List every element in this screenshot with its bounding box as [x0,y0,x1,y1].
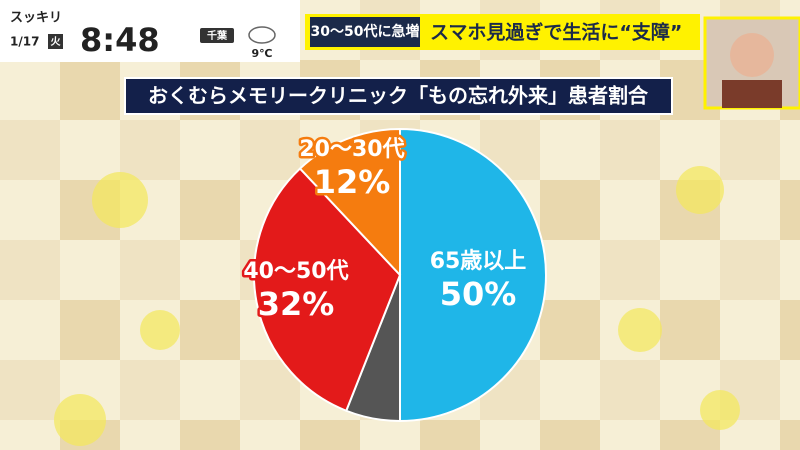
date: 1/17 [10,35,39,49]
time: 8:48 [80,21,160,59]
weekday: 火 [51,36,62,48]
temperature: 9℃ [252,47,273,60]
region-box [200,28,234,43]
value-label: 12% [314,163,391,201]
region: 千葉 [207,29,228,42]
slice-label: 20～30代 [299,137,404,162]
tag-box [310,17,420,47]
program: スッキリ [10,11,62,26]
guest-body [722,80,782,108]
slice-label: 40～50代 [243,259,348,284]
chart-title: おくむらメモリークリニック「もの忘れ外来」患者割合 [148,84,649,108]
guest-face [730,33,774,77]
slice-label: 65歳以上 [430,249,527,274]
headline: スマホ見過ぎで生活に“支障” [430,21,682,44]
weekday-box [48,34,63,49]
weather-icon [248,26,276,44]
value-label: 50% [440,275,517,313]
pie-slice [253,167,402,413]
title-box [124,77,673,115]
tag: 30～50代に急増 [311,23,420,40]
pie-slice [298,127,401,278]
value-label: 32% [258,285,335,323]
decor [54,166,740,446]
pie-slice [399,127,547,423]
